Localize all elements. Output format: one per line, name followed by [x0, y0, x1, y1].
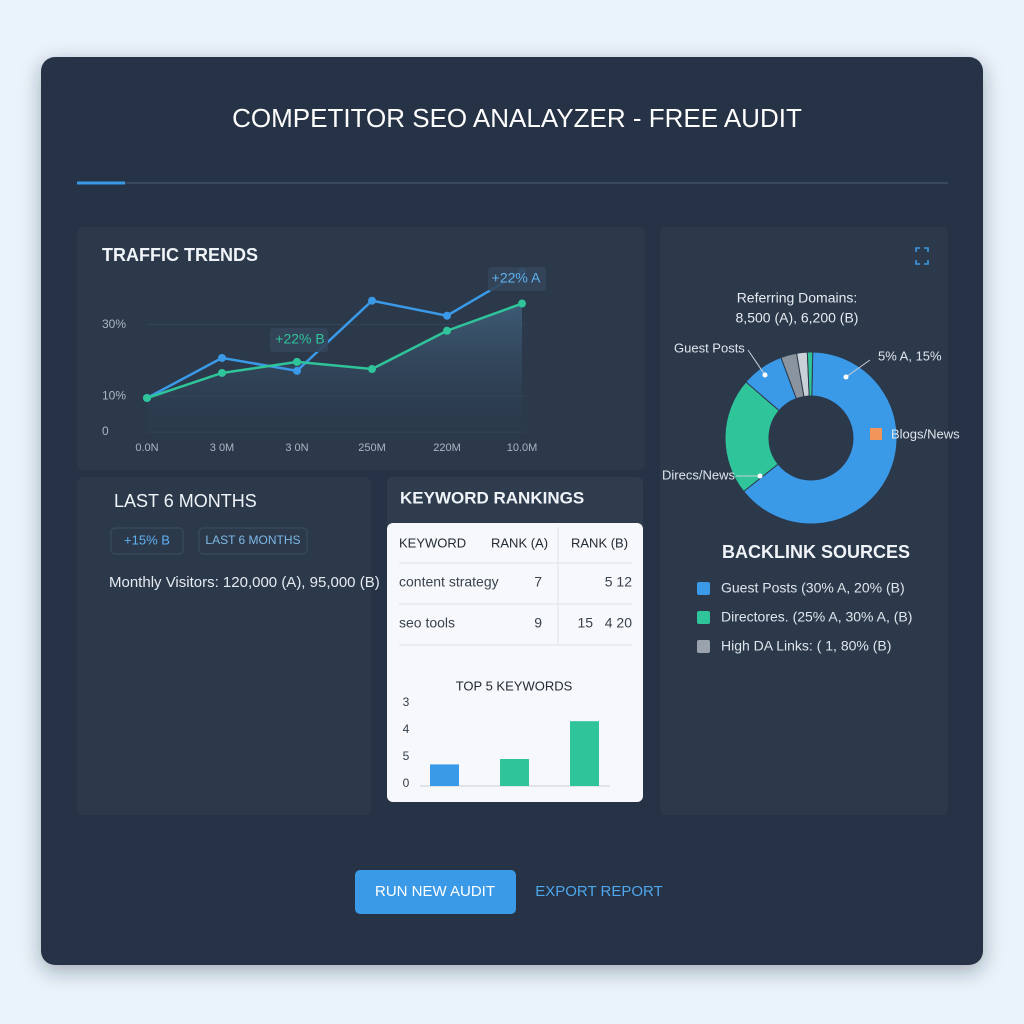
button-label[interactable]: RUN NEW AUDIT — [375, 883, 495, 900]
y-tick-label: 4 — [403, 722, 410, 736]
y-tick-label: 0 — [403, 776, 410, 790]
chip-label: LAST 6 MONTHS — [205, 533, 300, 547]
y-tick-label: 30% — [102, 317, 126, 331]
point — [218, 353, 226, 362]
donut-label: Direcs/News — [662, 467, 735, 482]
donut-segment — [806, 351, 814, 397]
x-tick-label: 250M — [358, 442, 386, 454]
x-tick-label: 220M — [433, 442, 461, 454]
bar — [430, 764, 459, 786]
table-cell: 15 4 20 — [578, 615, 633, 631]
point — [443, 311, 451, 320]
point — [293, 357, 301, 366]
table-cell: seo tools — [399, 615, 455, 631]
leader-line — [845, 359, 871, 378]
chart-title: TOP 5 KEYWORDS — [456, 678, 573, 693]
y-tick-label: 5 — [403, 749, 410, 763]
card-title: BACKLINK SOURCES — [722, 542, 910, 562]
point — [518, 299, 526, 308]
y-tick-label: 10% — [102, 388, 126, 402]
table-cell: content strategy — [399, 574, 499, 590]
bar — [570, 721, 599, 786]
legend-swatch — [870, 428, 882, 440]
point — [368, 365, 376, 374]
run-audit-button[interactable] — [355, 870, 516, 914]
legend-label: Directores. (25% A, 30% A, (B) — [721, 609, 912, 625]
chip — [198, 527, 308, 555]
point — [293, 366, 301, 375]
line — [146, 270, 523, 400]
donut-segment — [742, 351, 898, 525]
leader-line — [747, 349, 766, 376]
table-header: RANK (B) — [571, 535, 628, 550]
card-title: KEYWORD RANKINGS — [400, 488, 584, 507]
x-tick-label: 3 0N — [285, 442, 308, 454]
legend-swatch — [697, 582, 710, 595]
donut-label: Blogs/News — [891, 426, 960, 441]
table-cell: 7 — [534, 574, 542, 590]
point — [368, 296, 376, 305]
summary-card — [77, 477, 371, 815]
expand-icon[interactable] — [915, 247, 929, 265]
donut-label: 5% A, 15% — [878, 348, 942, 363]
y-tick-label: 0 — [102, 424, 109, 438]
export-link[interactable]: EXPORT REPORT — [535, 883, 663, 900]
domains-subtitle: 8,500 (A), 6,200 (B) — [736, 310, 859, 326]
x-tick-label: 3 0M — [210, 442, 234, 454]
bar — [500, 759, 529, 786]
table-header: RANK (A) — [491, 535, 548, 550]
table-cell: 9 — [534, 615, 542, 631]
legend-label: Guest Posts (30% A, 20% (B) — [721, 580, 905, 596]
legend-swatch — [697, 640, 710, 653]
annotation: +22% A — [492, 270, 541, 286]
line — [146, 302, 523, 400]
area — [147, 303, 522, 432]
y-tick-label: 3 — [403, 695, 410, 709]
leader-dot — [762, 372, 768, 378]
card-title: TRAFFIC TRENDS — [102, 245, 258, 265]
leader-dot — [757, 473, 763, 479]
leader-dot — [843, 374, 849, 380]
donut-segment — [724, 381, 780, 493]
x-tick-label: 0.0N — [135, 442, 158, 454]
chip — [110, 527, 184, 555]
domains-title: Referring Domains: — [737, 290, 858, 306]
point — [143, 394, 151, 403]
chip-label: +15% B — [124, 532, 170, 547]
table-cell: 5 12 — [605, 574, 632, 590]
point — [443, 326, 451, 335]
legend-label: High DA Links: ( 1, 80% (B) — [721, 638, 891, 654]
x-tick-label: 10.0M — [507, 442, 538, 454]
donut-label: Guest Posts — [674, 340, 745, 355]
card-title: LAST 6 MONTHS — [114, 491, 257, 511]
table-header: KEYWORD — [399, 535, 466, 550]
point — [218, 368, 226, 377]
title: COMPETITOR SEO ANALAYZER - FREE AUDIT — [232, 103, 802, 133]
legend-swatch — [697, 611, 710, 624]
summary-text: Monthly Visitors: 120,000 (A), 95,000 (B… — [109, 574, 380, 591]
annotation-box — [270, 328, 328, 352]
annotation: +22% B — [275, 331, 324, 347]
annotation-box — [488, 267, 546, 291]
